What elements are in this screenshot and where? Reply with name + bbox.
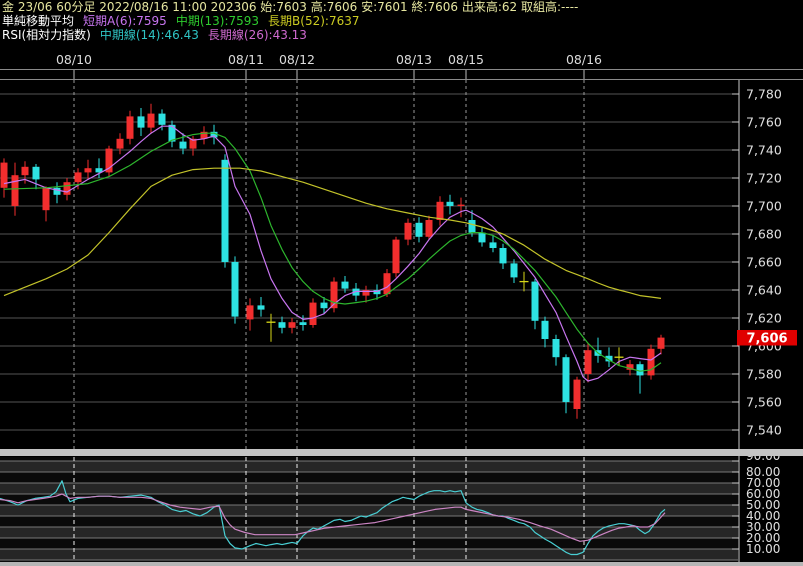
price-label-7640: 7,640: [746, 283, 782, 298]
rsi-label-30: 30.00: [746, 520, 780, 534]
sma-legend-title: 単純移動平均: [2, 14, 75, 28]
date-label-08-13: 08/13: [396, 52, 432, 67]
date-label-08-11: 08/11: [228, 52, 264, 67]
date-separator-lines: [73, 80, 585, 562]
rsi-label-60: 60.00: [746, 487, 780, 501]
price-label-7760: 7,760: [746, 115, 782, 130]
rsi-label-20: 20.00: [746, 531, 780, 545]
current-price-tag: 7,606: [737, 330, 797, 347]
date-label-08-10: 08/10: [56, 52, 92, 67]
sma-legend-item-0: 短期A(6):7595: [83, 14, 167, 28]
price-label-7620: 7,620: [746, 311, 782, 326]
price-label-7700: 7,700: [746, 199, 782, 214]
rsi-gridlines: [0, 460, 738, 561]
price-label-7560: 7,560: [746, 395, 782, 410]
price-label-7580: 7,580: [746, 367, 782, 382]
ohlc-summary-text: 金 23/06 60分足 2022/08/16 11:00 202306 始:7…: [2, 0, 579, 14]
rsi-label-70: 70.00: [746, 476, 780, 490]
rsi-label-40: 40.00: [746, 509, 780, 523]
rsi-lines-layer: [0, 480, 666, 556]
price-label-7780: 7,780: [746, 87, 782, 102]
rsi-legend: RSI(相対力指数) 中期線(14):46.43 長期線(26):43.13: [2, 28, 307, 42]
rsi-label-80: 80.00: [746, 465, 780, 479]
ma-line-1: [3, 132, 662, 372]
rsi-legend-item-0: 中期線(14):46.43: [99, 28, 199, 42]
price-label-7660: 7,660: [746, 255, 782, 270]
date-label-08-16: 08/16: [566, 52, 602, 67]
panel-separator-bottom: [0, 562, 803, 566]
price-label-7680: 7,680: [746, 227, 782, 242]
rsi-label-10: 10.00: [746, 542, 780, 556]
ohlc-summary-line: 金 23/06 60分足 2022/08/16 11:00 202306 始:7…: [2, 0, 578, 14]
rsi-stripes: [0, 457, 738, 562]
price-gridlines: [0, 93, 738, 431]
price-label-7740: 7,740: [746, 143, 782, 158]
sma-legend-item-2: 長期B(52):7637: [268, 14, 360, 28]
date-axis: 08/10 08/11 08/12 08/13 08/15 08/16: [0, 52, 803, 80]
rsi-legend-title: RSI(相対力指数): [2, 28, 91, 42]
ma-line-2: [3, 167, 662, 299]
sma-legend: 単純移動平均 短期A(6):7595 中期(13):7593 長期B(52):7637: [2, 14, 359, 28]
sma-legend-item-1: 中期(13):7593: [175, 14, 260, 28]
value-axis: 7,780 7,760 7,740 7,720 7,700 7,680 7,660 7,640…: [732, 80, 782, 566]
rsi-legend-item-1: 長期線(26):43.13: [207, 28, 307, 42]
candles-layer: [0, 103, 665, 419]
current-price-value: 7,606: [746, 332, 787, 347]
rsi-label-50: 50.00: [746, 498, 780, 512]
price-label-7720: 7,720: [746, 171, 782, 186]
ma-line-0: [3, 125, 662, 382]
date-label-08-15: 08/15: [448, 52, 484, 67]
rsi-line-1: [0, 493, 666, 542]
price-label-7540: 7,540: [746, 423, 782, 438]
moving-averages-layer: [3, 125, 662, 382]
panel-separator-top: [0, 449, 803, 456]
date-label-08-12: 08/12: [279, 52, 315, 67]
